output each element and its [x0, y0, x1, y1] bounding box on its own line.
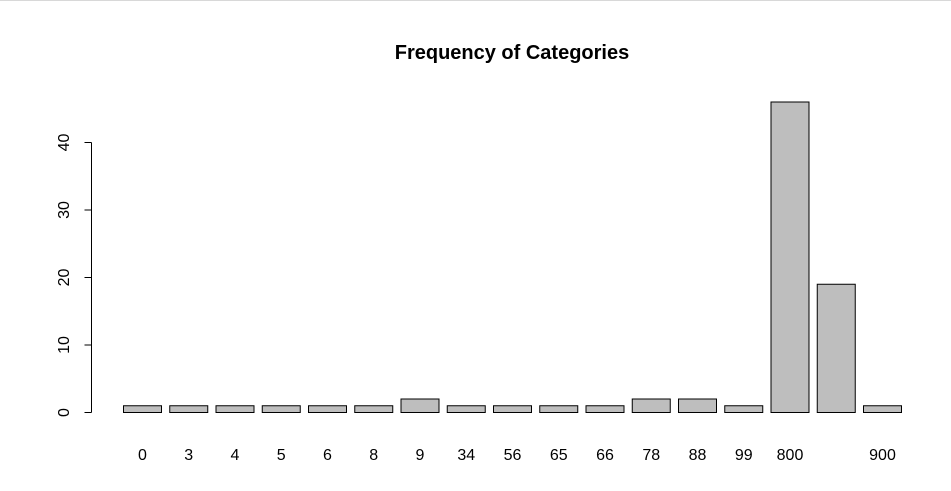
- x-tick-label: 0: [138, 447, 147, 464]
- x-tick-label: 9: [416, 447, 425, 464]
- bar: [631, 398, 671, 413]
- x-tick-label: 3: [184, 447, 193, 464]
- y-tick-label: 40: [56, 134, 73, 152]
- bar: [169, 405, 209, 413]
- x-tick-label: 88: [689, 447, 707, 464]
- bar: [585, 405, 625, 413]
- bar: [770, 101, 810, 413]
- x-tick-label: 8: [369, 447, 378, 464]
- y-tick-label: 20: [56, 269, 73, 287]
- bar: [354, 405, 394, 413]
- bar: [400, 398, 440, 413]
- bar: [215, 405, 255, 413]
- x-tick-labels: 0 3 4 5 6 8 9 34 56 65 66 78 88 99 800 900: [138, 447, 896, 464]
- chart-title: Frequency of Categories: [395, 42, 630, 64]
- bar: [539, 405, 579, 413]
- x-tick-label: 6: [323, 447, 332, 464]
- x-tick-label: 99: [735, 447, 753, 464]
- y-tick-label: 30: [56, 201, 73, 219]
- bars-group: [123, 101, 902, 413]
- bar: [261, 405, 301, 413]
- bar: [816, 283, 856, 413]
- x-tick-label: 4: [231, 447, 240, 464]
- bar: [493, 405, 532, 413]
- x-tick-label: 66: [596, 447, 614, 464]
- top-border-line: [0, 0, 951, 1]
- x-tick-label: 900: [869, 447, 896, 464]
- bar: [123, 405, 162, 413]
- x-tick-label: 34: [457, 447, 475, 464]
- x-tick-label: 800: [777, 447, 804, 464]
- bar: [446, 405, 486, 413]
- bar: [678, 398, 717, 413]
- x-tick-label: 78: [642, 447, 660, 464]
- x-tick-label: 56: [504, 447, 522, 464]
- y-tick-label: 10: [56, 336, 73, 354]
- y-axis: 0 10 20 30 40: [56, 134, 92, 417]
- x-tick-label: 65: [550, 447, 568, 464]
- y-tick-label: 0: [56, 408, 73, 417]
- bar: [308, 405, 347, 413]
- x-tick-label: 5: [277, 447, 286, 464]
- bar: [863, 405, 902, 413]
- bar: [724, 405, 764, 413]
